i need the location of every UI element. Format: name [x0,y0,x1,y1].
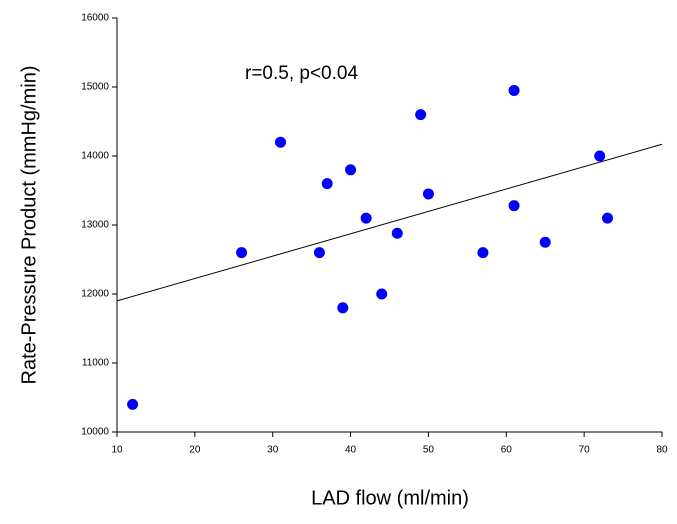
point [313,247,325,259]
point [415,109,427,121]
point [321,178,333,190]
y-axis-label: Rate-Pressure Product (mmHg/min) [18,66,40,385]
y-tick-label: 15000 [81,82,109,93]
x-tick-label: 10 [111,445,123,456]
x-tick-label: 80 [656,445,668,456]
trend-line [116,143,663,302]
y-tick-label: 10000 [81,427,109,438]
x-axis-label: LAD flow (ml/min) [311,487,469,509]
x-tick-label: 30 [267,445,279,456]
point [236,247,248,259]
point [337,302,349,314]
point [602,212,613,224]
x-tick-label: 20 [189,445,201,456]
point [508,84,520,96]
point [422,188,434,200]
point [594,150,606,162]
y-tick-label: 14000 [81,151,109,162]
point [376,288,388,300]
y-tick-label: 12000 [81,289,109,300]
x-tick-label: 70 [579,445,591,456]
y-tick-label: 16000 [81,13,109,24]
x-tick-label: 40 [345,445,357,456]
point [127,398,139,410]
point [391,227,403,239]
point [539,236,551,248]
point [477,247,489,259]
annotation: r=0.5, p<0.04 [245,63,358,84]
point [508,200,520,212]
point [360,212,372,224]
point [275,136,286,148]
y-tick-label: 11000 [82,358,110,369]
x-tick-label: 50 [423,445,435,456]
point [345,164,357,176]
y-tick-label: 13000 [81,220,109,231]
x-tick-label: 60 [501,445,513,456]
